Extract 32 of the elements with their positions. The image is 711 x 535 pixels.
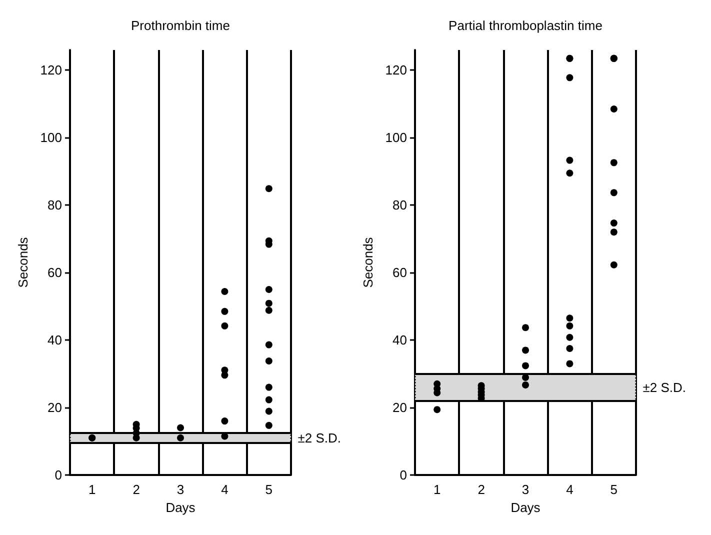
y-tick-label: 100 [40, 130, 62, 146]
x-tick-label: 1 [433, 482, 441, 497]
y-tick-label: 120 [385, 62, 407, 78]
x-tick-label: 5 [610, 482, 618, 497]
band-label: ±2 S.D. [642, 380, 686, 395]
x-tick-label: 4 [221, 482, 228, 497]
y-tick-label: 20 [392, 400, 407, 416]
band-label: ±2 S.D. [298, 430, 342, 446]
x-axis-title: Days [510, 500, 541, 515]
y-tick-label: 120 [40, 62, 62, 78]
y-tick-label: 0 [54, 468, 62, 482]
y-tick-label: 40 [392, 332, 407, 348]
y-tick-label: 80 [392, 198, 407, 213]
y-axis-title: Seconds [360, 236, 376, 288]
y-tick-label: 40 [48, 332, 62, 348]
y-tick-label: 60 [48, 265, 62, 280]
chart-title: Prothrombin time [131, 18, 230, 33]
x-tick-label: 1 [88, 482, 96, 497]
x-tick-label: 4 [566, 482, 574, 497]
y-tick-label: 60 [392, 265, 407, 280]
x-tick-label: 3 [522, 482, 530, 497]
x-tick-label: 5 [265, 482, 273, 497]
y-tick-label: 20 [48, 400, 62, 416]
x-tick-label: 3 [176, 482, 184, 497]
y-tick-label: 100 [385, 130, 407, 146]
y-tick-label: 80 [48, 198, 62, 213]
x-tick-label: 2 [132, 482, 140, 497]
x-tick-label: 2 [478, 482, 485, 497]
y-axis-title: Seconds [15, 236, 30, 288]
y-tick-label: 0 [400, 468, 407, 482]
x-axis-title: Days [166, 500, 196, 515]
chart-title: Partial thromboplastin time [448, 18, 602, 33]
